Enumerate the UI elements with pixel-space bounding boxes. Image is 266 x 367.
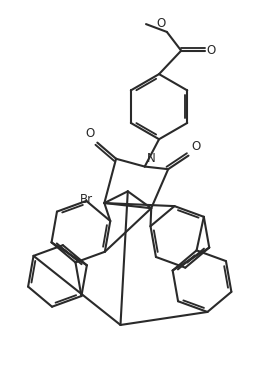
Text: O: O xyxy=(191,140,200,153)
Text: O: O xyxy=(85,127,95,140)
Text: Br: Br xyxy=(80,193,93,206)
Text: O: O xyxy=(207,44,216,57)
Text: O: O xyxy=(156,17,165,30)
Text: N: N xyxy=(147,152,156,165)
